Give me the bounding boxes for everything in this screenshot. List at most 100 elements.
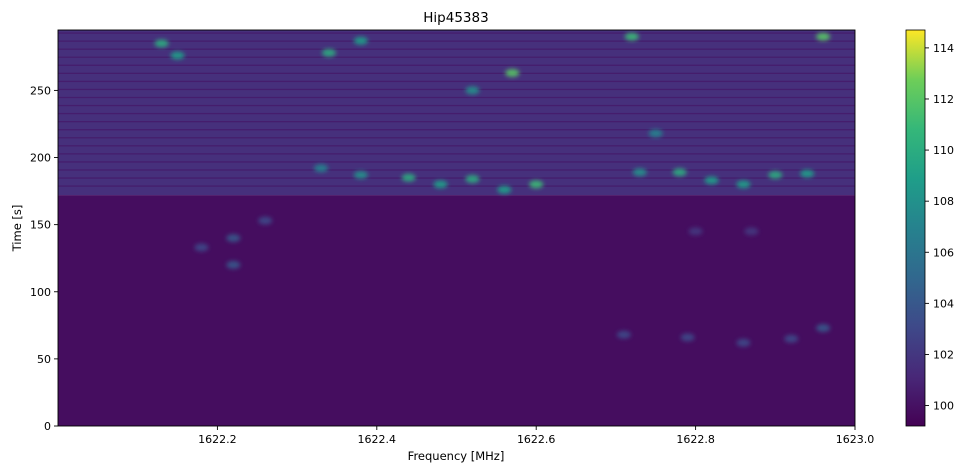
y-tick-label: 50: [37, 353, 51, 366]
colorbar-tick-label: 104: [933, 297, 954, 310]
heatmap-feature: [616, 330, 631, 339]
heatmap-feature-blob: [816, 32, 831, 41]
heatmap-feature-blob: [680, 333, 695, 342]
heatmap-feature: [314, 164, 329, 173]
heatmap-feature: [680, 333, 695, 342]
plot-frame: [57, 29, 856, 427]
colorbar-tick-label: 102: [933, 348, 954, 361]
heatmap-feature-blob: [784, 334, 799, 343]
colorbar-tick-label: 106: [933, 246, 954, 259]
heatmap-feature-blob: [497, 185, 512, 194]
heatmap-band: [58, 129, 855, 131]
x-tick-label: 1622.4: [358, 433, 397, 446]
heatmap-feature: [816, 32, 831, 41]
heatmap-feature: [672, 168, 687, 177]
heatmap-feature-blob: [401, 173, 416, 182]
heatmap-feature: [170, 51, 185, 60]
heatmap-feature-blob: [170, 51, 185, 60]
heatmap-feature: [800, 169, 815, 178]
heatmap-feature-blob: [465, 175, 480, 184]
heatmap-feature: [688, 227, 703, 236]
heatmap-feature: [744, 227, 759, 236]
y-tick-label: 150: [30, 219, 51, 232]
heatmap-feature: [401, 173, 416, 182]
heatmap-feature-blob: [816, 324, 831, 333]
heatmap-feature-blob: [736, 180, 751, 189]
y-axis: 0 50 100 150 200 250: [30, 84, 58, 433]
heatmap-feature-blob: [154, 39, 169, 48]
heatmap-band: [58, 32, 855, 34]
heatmap-feature-blob: [226, 260, 241, 269]
heatmap-band: [58, 145, 855, 147]
chart-title: Hip45383: [423, 10, 488, 26]
heatmap-band: [58, 80, 855, 83]
heatmap-feature-blob: [616, 330, 631, 339]
heatmap-band: [58, 56, 855, 58]
heatmap-feature-blob: [321, 48, 336, 57]
colorbar-tick-label: 112: [933, 93, 954, 106]
heatmap-band: [58, 40, 855, 42]
heatmap-feature-blob: [736, 338, 751, 347]
heatmap-feature-blob: [688, 227, 703, 236]
heatmap-band: [58, 161, 855, 163]
heatmap-feature: [194, 243, 209, 252]
heatmap-feature: [226, 260, 241, 269]
x-tick-label: 1622.8: [676, 433, 715, 446]
heatmap-feature: [258, 216, 273, 225]
heatmap-feature: [154, 39, 169, 48]
heatmap-feature-blob: [194, 243, 209, 252]
y-tick-label: 0: [44, 420, 51, 433]
y-tick-label: 200: [30, 152, 51, 165]
heatmap-feature-blob: [529, 180, 544, 189]
heatmap-band: [58, 185, 855, 187]
x-axis-label: Frequency [MHz]: [408, 449, 505, 463]
heatmap-feature-blob: [465, 86, 480, 95]
heatmap-feature: [321, 48, 336, 57]
heatmap-feature-blob: [353, 36, 368, 45]
heatmap-feature: [624, 32, 639, 41]
heatmap-band: [58, 121, 855, 123]
heatmap-band: [58, 177, 855, 179]
heatmap-feature: [768, 170, 783, 179]
x-tick-label: 1622.6: [517, 433, 556, 446]
heatmap-band: [58, 169, 855, 171]
colorbar-tick-label: 110: [933, 144, 954, 157]
heatmap-band: [58, 48, 855, 50]
heatmap-feature-blob: [505, 68, 520, 77]
y-tick-label: 250: [30, 84, 51, 97]
heatmap-feature: [816, 324, 831, 333]
heatmap-feature: [226, 234, 241, 243]
heatmap-feature: [433, 180, 448, 189]
colorbar-tick-label: 100: [933, 400, 954, 413]
x-axis: 1622.2 1622.4 1622.6 1622.8 1623.0: [198, 426, 874, 446]
heatmap-feature: [353, 170, 368, 179]
heatmap-band: [58, 96, 855, 99]
y-tick-label: 100: [30, 286, 51, 299]
heatmap-region: [58, 195, 855, 426]
heatmap-feature-blob: [433, 180, 448, 189]
heatmap-feature: [784, 334, 799, 343]
heatmap-feature: [632, 168, 647, 177]
heatmap-band: [58, 112, 855, 115]
heatmap-feature-blob: [314, 164, 329, 173]
y-axis-label: Time [s]: [10, 205, 24, 253]
x-tick-label: 1623.0: [836, 433, 875, 446]
heatmap-feature: [648, 129, 663, 138]
heatmap-band: [58, 137, 855, 139]
heatmap-feature: [353, 36, 368, 45]
heatmap-feature-blob: [624, 32, 639, 41]
colorbar: [905, 29, 926, 427]
heatmap-feature-blob: [258, 216, 273, 225]
heatmap-image: [58, 30, 855, 426]
heatmap-feature: [497, 185, 512, 194]
heatmap-feature-blob: [768, 170, 783, 179]
heatmap-feature: [465, 175, 480, 184]
colorbar-axis: 100 102 104 106 108 110 112 114: [925, 42, 954, 413]
heatmap-band: [58, 72, 855, 74]
heatmap-feature: [704, 176, 719, 185]
heatmap-feature: [505, 68, 520, 77]
colorbar-tick-label: 114: [933, 42, 954, 55]
heatmap-feature-blob: [632, 168, 647, 177]
heatmap-feature: [736, 338, 751, 347]
